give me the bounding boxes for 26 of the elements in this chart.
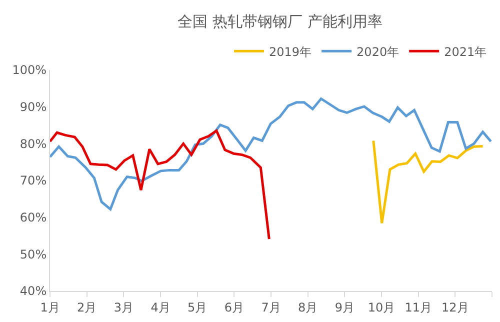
y-tick-label: 60% [20, 210, 47, 225]
x-tick-label: 8月 [298, 300, 318, 314]
y-tick-label: 50% [20, 247, 47, 262]
x-tick-label: 10月 [368, 300, 396, 314]
line-series [372, 139, 484, 224]
legend-label: 2021年 [444, 44, 487, 59]
chart-title: 全国 热轧带钢钢厂 产能利用率 [178, 12, 382, 31]
y-tick-label: 100% [12, 63, 47, 78]
x-tick-label: 2月 [77, 300, 97, 314]
y-tick-label: 90% [20, 100, 47, 114]
x-tick-label: 3月 [114, 300, 134, 314]
x-tick-label: 11月 [404, 300, 432, 314]
y-tick-label: 70% [20, 174, 47, 188]
y-tick-label: 80% [20, 136, 47, 151]
x-tick-label: 4月 [150, 300, 170, 314]
x-tick-label: 9月 [334, 300, 354, 314]
legend-label: 2019年 [269, 44, 312, 59]
x-tick-label: 7月 [261, 300, 281, 314]
legend-label: 2020年 [356, 44, 400, 59]
x-tick-label: 6月 [224, 300, 244, 314]
x-tick-label: 1月 [40, 300, 60, 314]
line-series [50, 130, 270, 240]
line-series [50, 97, 492, 210]
y-tick-label: 40% [20, 284, 47, 298]
x-tick-label: 5月 [188, 300, 208, 314]
x-tick-label: 12月 [442, 300, 469, 314]
